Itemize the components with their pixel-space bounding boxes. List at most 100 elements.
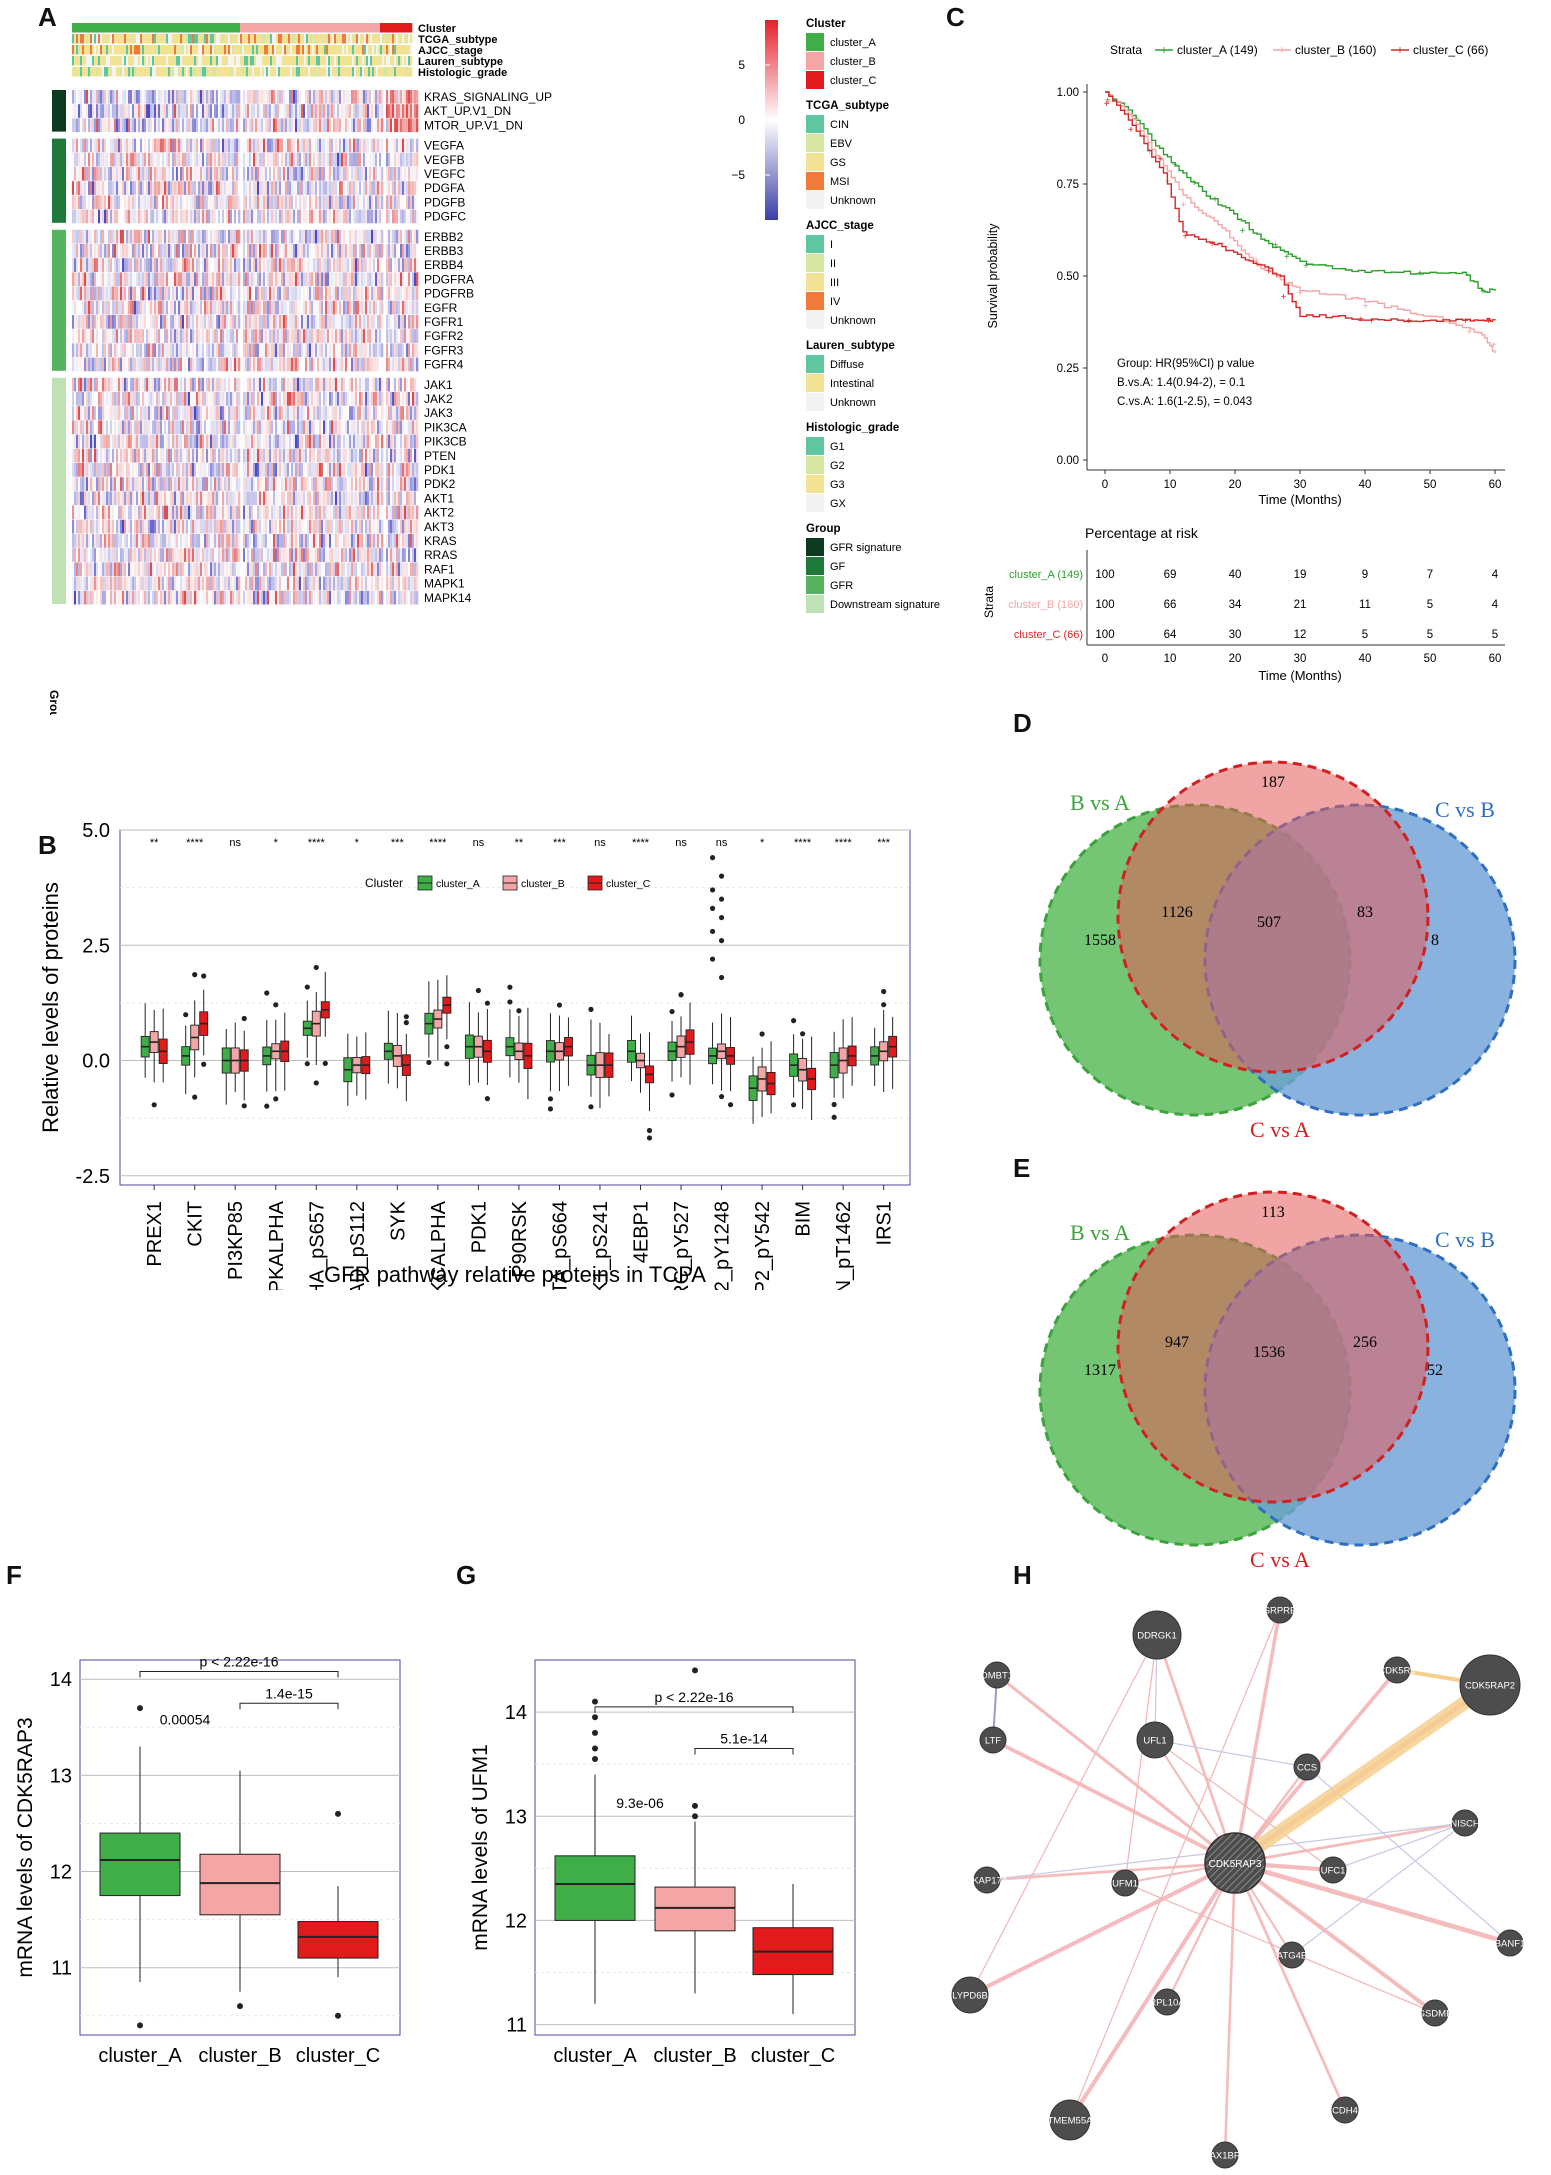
heatmap-cell — [271, 315, 274, 329]
heatmap-cell — [174, 272, 177, 287]
heatmap-cell — [200, 392, 203, 406]
annotation-cell — [400, 34, 403, 44]
annotation-cell — [80, 56, 83, 66]
heatmap-cell — [351, 258, 354, 272]
heatmap-cell — [212, 181, 215, 195]
heatmap-cell — [202, 90, 205, 104]
annotation-cell — [250, 23, 253, 33]
heatmap-cell — [337, 300, 340, 315]
heatmap-cell — [410, 209, 413, 224]
heatmap-cell — [84, 272, 87, 287]
heatmap-cell — [267, 138, 270, 153]
heatmap-cell — [321, 118, 324, 133]
heatmap-cell — [98, 152, 101, 167]
heatmap-cell — [359, 357, 362, 372]
heatmap-cell — [80, 258, 83, 272]
heatmap-cell — [128, 90, 131, 104]
annotation-cell — [312, 23, 315, 33]
annotation-cell — [380, 56, 383, 66]
annotation-cell — [288, 45, 291, 55]
heatmap-cell — [218, 377, 221, 392]
heatmap-cell — [160, 152, 163, 167]
annotation-cell — [356, 45, 359, 55]
heatmap-cell — [222, 315, 225, 329]
heatmap-cell — [265, 315, 268, 329]
heatmap-cell — [247, 420, 250, 435]
annotation-cell — [186, 56, 189, 66]
heatmap-cell — [92, 195, 95, 210]
heatmap-cell — [110, 343, 113, 358]
annotation-cell — [312, 56, 315, 66]
annotation-cell — [216, 23, 219, 33]
heatmap-cell — [226, 272, 229, 287]
heatmap-cell — [331, 209, 334, 224]
annotation-cell — [110, 67, 113, 77]
heatmap-cell — [390, 118, 393, 133]
heatmap-cell — [188, 229, 191, 244]
heatmap-cell — [404, 181, 407, 195]
heatmap-cell — [327, 195, 330, 210]
heatmap-cell — [238, 343, 241, 358]
heatmap-cell — [226, 152, 229, 167]
annotation-cell — [372, 67, 375, 77]
heatmap-cell — [238, 272, 241, 287]
annotation-cell — [294, 56, 297, 66]
annotation-cell — [110, 23, 113, 33]
heatmap-cell — [120, 181, 123, 195]
heatmap-cell — [341, 434, 344, 449]
heatmap-cell — [216, 195, 219, 210]
heatmap-cell — [136, 434, 139, 449]
heatmap-cell — [412, 272, 415, 287]
annotation-cell — [270, 23, 273, 33]
heatmap-cell — [168, 343, 171, 358]
heatmap-cell — [144, 377, 147, 392]
heatmap-cell — [174, 229, 177, 244]
heatmap-cell — [361, 258, 364, 272]
annotation-cell — [240, 56, 243, 66]
heatmap-cell — [158, 195, 161, 210]
heatmap-cell — [416, 118, 419, 133]
heatmap-cell — [339, 258, 342, 272]
annotation-cell — [360, 45, 363, 55]
annotation-cell — [100, 34, 103, 44]
heatmap-cell — [168, 377, 171, 392]
annotation-cell — [150, 67, 153, 77]
annotation-cell — [352, 67, 355, 77]
annotation-cell — [262, 23, 265, 33]
heatmap-cell — [224, 286, 227, 301]
heatmap-cell — [259, 434, 262, 449]
heatmap-cell — [295, 104, 298, 118]
heatmap-cell — [301, 286, 304, 301]
annotation-cell — [406, 34, 409, 44]
heatmap-cell — [176, 315, 179, 329]
heatmap-cell — [104, 167, 107, 181]
heatmap-cell — [271, 343, 274, 358]
heatmap-cell — [76, 392, 79, 406]
heatmap-cell — [200, 300, 203, 315]
heatmap-cell — [373, 244, 376, 258]
heatmap-cell — [355, 315, 358, 329]
heatmap-cell — [190, 152, 193, 167]
heatmap-cell — [224, 209, 227, 224]
heatmap-cell — [176, 377, 179, 392]
heatmap-cell — [265, 300, 268, 315]
heatmap-cell — [388, 104, 391, 118]
heatmap-cell — [323, 209, 326, 224]
heatmap-cell — [375, 272, 378, 287]
heatmap-cell — [150, 152, 153, 167]
heatmap-cell — [222, 90, 225, 104]
heatmap-cell — [377, 343, 380, 358]
heatmap-cell — [263, 181, 266, 195]
heatmap-cell — [76, 152, 79, 167]
heatmap-cell — [94, 406, 97, 420]
heatmap-cell — [377, 244, 380, 258]
heatmap-cell — [293, 118, 296, 133]
heatmap-cell — [176, 138, 179, 153]
heatmap-cell — [188, 434, 191, 449]
heatmap-cell — [162, 104, 165, 118]
heatmap-cell — [90, 377, 93, 392]
annotation-cell — [314, 45, 317, 55]
heatmap-cell — [124, 357, 127, 372]
heatmap-cell — [178, 118, 181, 133]
heatmap-cell — [220, 104, 223, 118]
